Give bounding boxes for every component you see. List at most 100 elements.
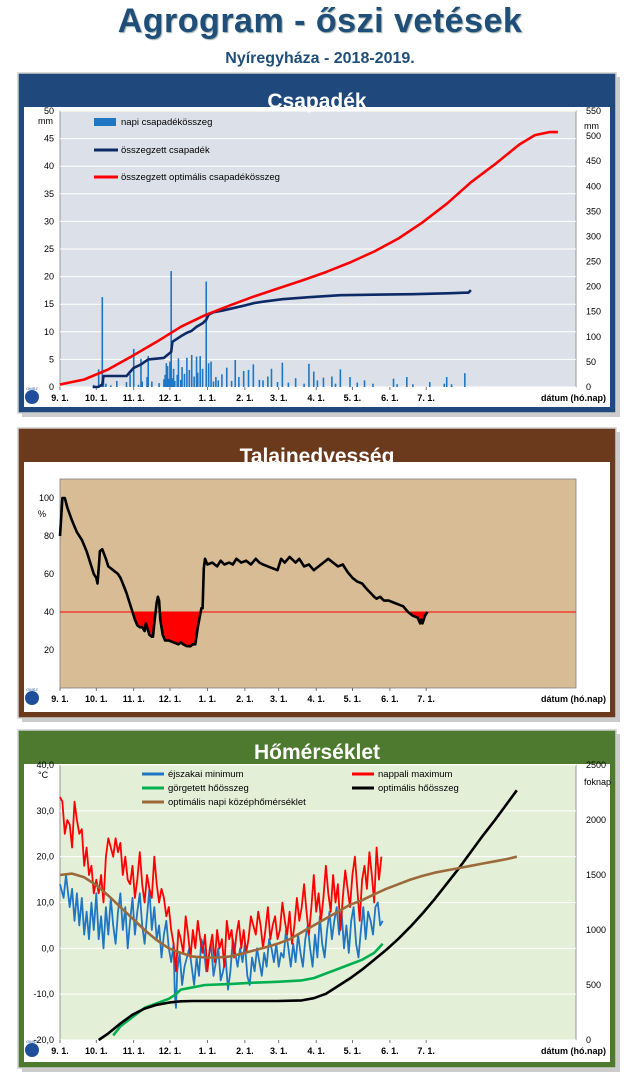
page-title: Agrogram - őszi vetések (117, 2, 523, 40)
precip-bar (270, 368, 273, 387)
precip-bar (217, 380, 220, 387)
chart-panel-3: Hőmérséklet -20,0 -10,0 0,0 10,0 20,0 30,0 40,0… (17, 729, 620, 1072)
x-tick-label: 7. 1. (417, 393, 435, 403)
x-axis-label: dátum (hó.nap) (541, 393, 606, 403)
y-tick-label-right: 50 (586, 357, 596, 367)
precip-bar (196, 372, 199, 387)
precip-bar (276, 382, 279, 387)
y-tick-label-right: 100 (586, 332, 601, 342)
y-tick-label: 30 (44, 216, 54, 226)
x-tick-label: 5. 1. (344, 393, 362, 403)
x-tick-label: 11. 1. (123, 694, 145, 704)
precip-bar (230, 380, 233, 387)
precip-bar (363, 380, 366, 387)
y-tick-label-right: 2500 (586, 760, 606, 770)
precip-bar (252, 364, 255, 387)
precip-bar (183, 373, 186, 387)
omsz-logo (25, 1043, 39, 1057)
y-tick-label-right: 1000 (586, 925, 606, 935)
precip-bar (258, 379, 261, 387)
x-axis-label: dátum (hó.nap) (541, 1046, 606, 1056)
chart-title: Hőmérséklet (254, 741, 380, 764)
x-tick-label: 1. 1. (199, 1046, 217, 1056)
x-tick-label: 10. 1. (85, 694, 108, 704)
y-tick-label: 40 (44, 161, 54, 171)
legend-label: optimális napi középhőmérséklet (168, 797, 306, 808)
precip-bar (450, 384, 453, 387)
precip-bar (158, 383, 160, 387)
x-tick-label: 3. 1. (270, 1046, 288, 1056)
precip-bar (308, 363, 310, 387)
precip-bar (247, 369, 250, 387)
precip-bar (242, 370, 245, 387)
precip-bar (316, 380, 319, 387)
precip-bar (339, 369, 342, 387)
series-line (92, 289, 472, 389)
precip-bar (140, 358, 142, 387)
y-tick-label: 30,0 (36, 806, 54, 816)
precip-bar (146, 377, 148, 387)
legend-label: összegzett optimális csapadékösszeg (121, 172, 280, 183)
precip-bar (195, 356, 198, 387)
y-tick-label-right: 1500 (586, 870, 606, 880)
series-line (59, 855, 518, 959)
precip-bar (164, 374, 166, 387)
x-tick-label: 12. 1. (159, 1046, 182, 1056)
precip-bar (170, 271, 172, 387)
omsz-logo-text: OMSZ (26, 687, 38, 692)
x-axis-label: dátum (hó.nap) (541, 694, 606, 704)
y-tick-label: -10,0 (33, 989, 54, 999)
y-axis-unit-right: mm (584, 121, 599, 131)
precip-bar (176, 374, 179, 387)
x-tick-label: 9. 1. (51, 694, 69, 704)
y-tick-label: 15 (44, 299, 54, 309)
y-tick-label: 20,0 (36, 852, 54, 862)
omsz-logo-text: OMSZ (26, 1039, 38, 1044)
x-tick-label: 10. 1. (85, 393, 108, 403)
precip-bar (406, 377, 408, 387)
y-axis-unit-left: mm (38, 116, 53, 126)
y-tick-label-right: 450 (586, 156, 601, 166)
x-tick-label: 2. 1. (236, 1046, 254, 1056)
y-tick-label: 20 (44, 272, 54, 282)
y-tick-label-right: 200 (586, 282, 601, 292)
x-tick-label: 11. 1. (123, 393, 145, 403)
y-tick-label-right: 250 (586, 257, 601, 267)
chart-panel-1: Csapadék05101520253035404550mm0501001502… (17, 72, 620, 417)
precip-bar (172, 368, 175, 387)
y-tick-label-right: 2000 (586, 815, 606, 825)
precip-bar (177, 358, 180, 387)
precip-bar (151, 381, 153, 387)
y-tick-label-right: 150 (586, 307, 601, 317)
precip-bar (331, 376, 333, 387)
y-tick-label: 45 (44, 134, 54, 144)
precip-bar (396, 384, 398, 387)
precip-bar (147, 356, 150, 387)
precip-bar (141, 381, 143, 387)
chart-title: Csapadék (267, 90, 367, 113)
y-axis-unit-left: °C (38, 770, 49, 780)
omsz-logo (25, 390, 39, 404)
precip-bar (267, 376, 269, 387)
x-tick-label: 4. 1. (307, 393, 325, 403)
y-tick-label: 0,0 (41, 943, 54, 953)
precip-bar (234, 359, 237, 387)
x-tick-label: 12. 1. (159, 694, 182, 704)
x-tick-label: 5. 1. (344, 694, 362, 704)
omsz-logo (25, 691, 39, 705)
y-tick-label: -20,0 (33, 1035, 54, 1045)
x-tick-label: 1. 1. (199, 393, 217, 403)
x-tick-label: 9. 1. (51, 393, 69, 403)
y-tick-label: 10 (44, 327, 54, 337)
precip-bar (181, 367, 183, 387)
y-tick-label-right: 500 (586, 980, 601, 990)
precip-bar (205, 281, 208, 387)
y-tick-label-right: 0 (586, 382, 591, 392)
y-tick-label-right: 400 (586, 181, 601, 191)
chart-title: Talajnedvesség (240, 445, 395, 468)
precip-bar (334, 383, 337, 387)
x-tick-label: 4. 1. (307, 694, 325, 704)
precip-bar (188, 369, 191, 387)
precip-bar (210, 361, 212, 387)
precip-bar (221, 374, 223, 387)
